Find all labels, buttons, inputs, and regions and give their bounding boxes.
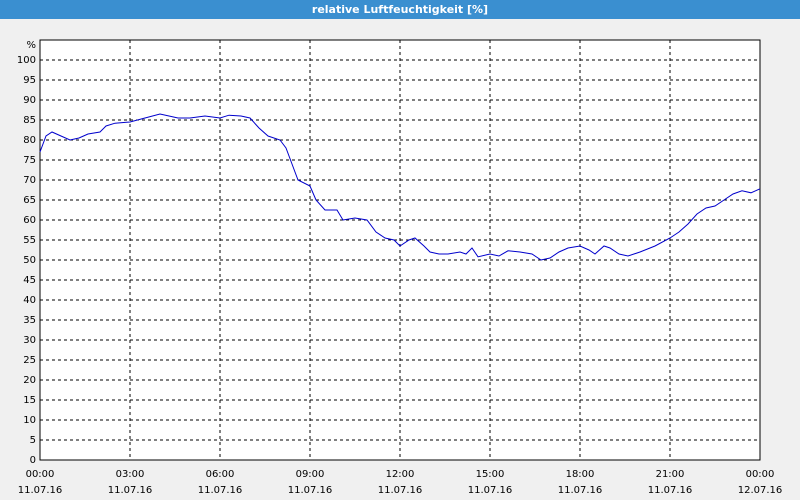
y-tick-label: 0	[30, 455, 36, 466]
x-tick-label: 12:00	[386, 469, 415, 480]
y-tick-label: 35	[23, 315, 36, 326]
x-tick-label: 00:00	[26, 469, 55, 480]
y-tick-label: 65	[23, 195, 36, 206]
y-tick-label: 55	[23, 235, 36, 246]
y-tick-label: 85	[23, 115, 36, 126]
x-tick-date: 11.07.16	[468, 485, 513, 496]
y-tick-label: 15	[23, 395, 36, 406]
y-tick-label: 100	[17, 55, 36, 66]
y-tick-label: 70	[23, 175, 36, 186]
y-tick-label: 80	[23, 135, 36, 146]
x-tick-label: 06:00	[206, 469, 235, 480]
y-tick-label: 10	[23, 415, 36, 426]
x-tick-label: 00:00	[746, 469, 775, 480]
x-tick-date: 11.07.16	[288, 485, 333, 496]
y-tick-label: 30	[23, 335, 36, 346]
y-tick-label: 5	[30, 435, 36, 446]
y-axis-label: %	[26, 40, 36, 51]
y-tick-label: 50	[23, 255, 36, 266]
x-tick-label: 15:00	[476, 469, 505, 480]
x-tick-date: 11.07.16	[18, 485, 63, 496]
x-tick-label: 18:00	[566, 469, 595, 480]
x-tick-label: 21:00	[656, 469, 685, 480]
x-tick-date: 11.07.16	[648, 485, 693, 496]
y-tick-label: 40	[23, 295, 36, 306]
y-tick-label: 90	[23, 95, 36, 106]
x-tick-label: 03:00	[116, 469, 145, 480]
x-tick-date: 12.07.16	[738, 485, 783, 496]
x-tick-date: 11.07.16	[558, 485, 603, 496]
x-tick-label: 09:00	[296, 469, 325, 480]
y-tick-label: 45	[23, 275, 36, 286]
title-bar	[0, 0, 800, 19]
chart-title: relative Luftfeuchtigkeit [%]	[312, 3, 488, 16]
y-tick-label: 60	[23, 215, 36, 226]
y-tick-label: 25	[23, 355, 36, 366]
data-line	[39, 113, 761, 261]
x-tick-date: 11.07.16	[198, 485, 243, 496]
y-tick-label: 20	[23, 375, 36, 386]
y-tick-label: 95	[23, 75, 36, 86]
x-tick-date: 11.07.16	[108, 485, 153, 496]
y-tick-label: 75	[23, 155, 36, 166]
plot-border	[39, 39, 761, 461]
x-tick-date: 11.07.16	[378, 485, 423, 496]
